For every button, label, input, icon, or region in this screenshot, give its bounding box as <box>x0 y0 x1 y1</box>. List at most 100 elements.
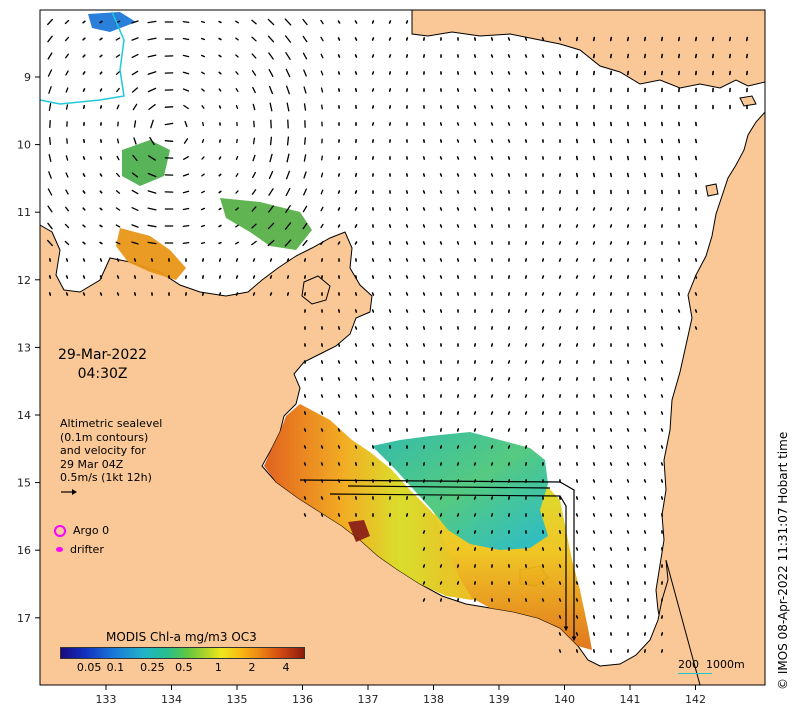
velocity-arrow <box>252 154 256 162</box>
velocity-arrow <box>660 394 664 398</box>
velocity-arrow <box>456 224 460 228</box>
velocity-arrow <box>456 513 460 517</box>
velocity-arrows <box>47 18 749 653</box>
velocity-arrow <box>303 188 307 196</box>
velocity-arrow <box>147 207 157 211</box>
velocity-arrow <box>405 326 409 330</box>
velocity-arrow <box>371 20 375 24</box>
velocity-arrow <box>48 171 52 179</box>
velocity-arrow <box>337 343 341 347</box>
velocity-arrow <box>490 462 494 466</box>
velocity-arrow <box>99 241 103 245</box>
lat-tick-label: 15 <box>17 477 31 490</box>
velocity-arrow <box>643 394 647 398</box>
velocity-arrow <box>473 513 477 517</box>
velocity-arrow <box>303 258 307 262</box>
velocity-arrow <box>268 170 274 180</box>
velocity-arrow <box>609 224 613 228</box>
velocity-arrow <box>643 462 647 466</box>
velocity-arrow <box>507 343 511 347</box>
velocity-arrow <box>183 104 189 110</box>
velocity-arrow <box>269 102 273 112</box>
velocity-arrow <box>371 54 375 58</box>
velocity-arrow <box>558 547 562 551</box>
velocity-arrow <box>524 54 528 58</box>
velocity-arrow <box>660 309 664 313</box>
velocity-arrow <box>507 309 511 313</box>
velocity-arrow <box>182 54 190 58</box>
velocity-arrow <box>99 207 103 211</box>
velocity-arrow <box>609 598 613 602</box>
velocity-arrow <box>82 54 86 58</box>
velocity-arrow <box>558 275 562 279</box>
velocity-arrow <box>47 188 53 196</box>
velocity-arrow <box>422 530 426 534</box>
velocity-arrow <box>337 190 341 194</box>
velocity-arrow <box>507 54 511 58</box>
velocity-arrow <box>65 258 69 262</box>
velocity-arrow <box>149 136 155 146</box>
velocity-arrow <box>354 292 358 296</box>
velocity-arrow <box>609 479 613 483</box>
velocity-arrow <box>575 275 579 279</box>
chl-south-west-coast <box>264 404 490 600</box>
velocity-arrow <box>541 343 545 347</box>
velocity-arrow <box>558 615 562 619</box>
velocity-arrow <box>507 156 511 160</box>
velocity-arrow <box>422 564 426 568</box>
velocity-arrow <box>388 343 392 347</box>
velocity-arrow <box>439 241 443 245</box>
lon-tick-label: 141 <box>620 693 641 706</box>
velocity-arrow <box>303 445 307 449</box>
velocity-arrow <box>218 241 222 245</box>
velocity-arrow <box>558 207 562 211</box>
velocity-arrow <box>405 360 409 364</box>
velocity-arrow <box>251 53 257 59</box>
velocity-arrow <box>320 496 324 500</box>
velocity-arrow <box>284 239 292 247</box>
velocity-arrow <box>354 360 358 364</box>
velocity-arrow <box>677 275 681 279</box>
velocity-arrow <box>405 377 409 381</box>
velocity-arrow <box>218 88 222 92</box>
velocity-arrow <box>490 343 494 347</box>
velocity-arrow <box>575 326 579 330</box>
velocity-arrow <box>47 35 53 43</box>
velocity-arrow <box>541 377 545 381</box>
velocity-arrow <box>558 360 562 364</box>
velocity-arrow <box>575 172 579 178</box>
velocity-arrow <box>285 52 291 60</box>
velocity-arrow <box>524 37 528 41</box>
velocity-arrow <box>321 104 323 110</box>
velocity-arrow <box>371 122 375 126</box>
velocity-arrow <box>626 445 630 449</box>
velocity-arrow <box>524 139 528 143</box>
velocity-arrow <box>541 564 545 568</box>
velocity-arrow <box>48 86 52 94</box>
velocity-arrow <box>677 309 681 313</box>
velocity-arrow <box>133 275 137 279</box>
velocity-arrow <box>575 530 579 534</box>
velocity-arrow <box>490 139 494 143</box>
velocity-arrow <box>575 564 579 568</box>
velocity-arrow <box>354 411 358 415</box>
velocity-arrow <box>592 258 596 262</box>
velocity-arrow <box>147 71 157 75</box>
velocity-arrow <box>303 462 307 466</box>
velocity-arrow <box>660 36 664 42</box>
velocity-arrow <box>354 309 358 313</box>
velocity-arrow <box>439 258 443 262</box>
velocity-arrow <box>320 172 324 178</box>
velocity-arrow <box>626 36 630 42</box>
velocity-arrow <box>320 53 324 59</box>
velocity-arrow <box>643 445 647 449</box>
velocity-arrow <box>575 496 579 500</box>
velocity-arrow <box>575 224 579 228</box>
velocity-arrow <box>388 411 392 415</box>
velocity-arrow <box>131 224 139 228</box>
velocity-arrow <box>473 207 477 211</box>
velocity-arrow <box>439 547 443 551</box>
velocity-arrow <box>99 292 103 296</box>
velocity-arrow <box>267 239 275 247</box>
velocity-arrow <box>660 343 664 347</box>
